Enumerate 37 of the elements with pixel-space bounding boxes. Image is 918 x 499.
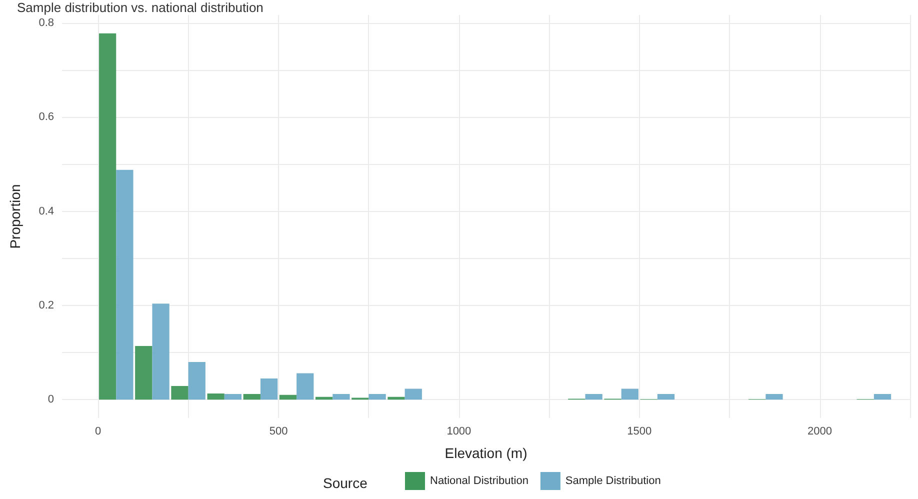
bar: [766, 394, 783, 400]
bar: [388, 396, 405, 400]
bar: [243, 394, 260, 400]
chart-title: Sample distribution vs. national distribution: [17, 0, 264, 15]
bar: [585, 394, 602, 400]
bar: [657, 394, 675, 400]
bar: [116, 170, 134, 400]
bar: [368, 394, 386, 400]
y-axis-title: Proportion: [7, 184, 23, 249]
bar: [404, 388, 422, 400]
bar: [207, 394, 224, 400]
x-tick-label: 500: [269, 426, 288, 438]
y-tick-label: 0.4: [38, 205, 54, 218]
bar: [188, 362, 206, 400]
bar: [135, 346, 152, 400]
x-tick-label: 1500: [627, 426, 652, 438]
legend-title: Source: [323, 475, 368, 491]
bar: [260, 378, 278, 400]
y-tick-label: 0.8: [38, 17, 54, 30]
y-tick-label: 0.2: [38, 299, 54, 312]
bar: [171, 386, 188, 400]
y-tick-label: 0: [48, 394, 54, 406]
x-tick-label: 1000: [446, 426, 472, 438]
bar: [279, 394, 297, 400]
bar: [621, 388, 638, 400]
y-tick-label: 0.6: [38, 111, 54, 124]
bar: [296, 373, 314, 400]
x-tick-label: 2000: [808, 426, 832, 438]
bar: [98, 33, 116, 400]
bar: [332, 394, 350, 400]
x-axis-title: Elevation (m): [444, 445, 528, 461]
x-tick-label: 0: [95, 426, 102, 438]
bar: [224, 394, 242, 400]
bar: [152, 304, 170, 400]
legend-label: Sample Distribution: [565, 475, 661, 487]
bar: [874, 394, 892, 400]
legend-label: National Distribution: [430, 475, 528, 487]
